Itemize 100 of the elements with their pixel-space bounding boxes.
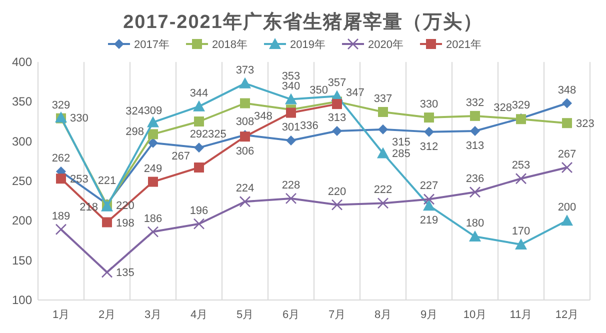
point	[148, 138, 158, 148]
data-label: 328	[494, 102, 512, 114]
point	[378, 124, 388, 134]
point	[378, 106, 388, 117]
point	[102, 217, 112, 228]
data-label: 292	[190, 128, 208, 141]
point	[377, 198, 389, 209]
data-label: 228	[282, 179, 300, 192]
data-label: 353	[282, 70, 300, 82]
data-label: 315	[392, 136, 410, 148]
y-tick-label: 250	[12, 174, 32, 188]
data-label: 189	[52, 210, 70, 222]
point	[193, 218, 205, 230]
legend-label: 2017年	[134, 39, 170, 51]
point	[562, 118, 572, 128]
point	[147, 116, 159, 128]
legend-label: 2020年	[368, 39, 404, 51]
point	[147, 226, 159, 238]
data-label: 325	[208, 128, 226, 140]
point	[194, 142, 204, 153]
point	[194, 116, 204, 126]
point	[332, 126, 342, 136]
y-tick-label: 100	[12, 293, 32, 307]
point	[331, 199, 343, 210]
data-label: 308	[236, 116, 254, 128]
x-tick-label: 8月	[374, 309, 392, 321]
data-label: 219	[420, 214, 438, 227]
point	[101, 266, 113, 278]
data-label: 309	[144, 105, 162, 118]
data-label: 313	[328, 112, 346, 124]
legend-label: 2019年	[290, 39, 326, 51]
point	[193, 100, 205, 112]
data-label: 227	[420, 180, 438, 192]
data-label: 337	[374, 92, 392, 105]
x-tick-label: 5月	[236, 309, 254, 321]
data-label: 340	[282, 80, 300, 93]
y-tick-label: 350	[12, 94, 32, 109]
data-label: 323	[576, 118, 594, 130]
point	[239, 196, 251, 208]
data-label: 221	[98, 175, 116, 187]
point	[56, 174, 66, 184]
x-tick-label: 2月	[98, 309, 116, 321]
point	[470, 126, 480, 136]
data-label: 249	[144, 162, 162, 175]
data-label: 220	[328, 186, 346, 198]
y-tick-label: 400	[12, 55, 32, 69]
point	[423, 200, 435, 211]
data-label: 301	[282, 122, 300, 134]
data-label: 336	[300, 120, 318, 132]
point	[469, 186, 481, 198]
data-label: 348	[254, 110, 272, 122]
x-tick-label: 6月	[282, 309, 300, 321]
point	[515, 172, 527, 184]
data-label: 330	[420, 98, 438, 111]
data-label: 135	[116, 267, 134, 280]
data-label: 373	[236, 64, 254, 76]
point	[377, 147, 389, 158]
data-label: 262	[52, 152, 70, 164]
data-label: 347	[346, 87, 364, 100]
point	[194, 162, 204, 173]
point	[562, 98, 572, 108]
data-label: 348	[558, 84, 576, 96]
point	[148, 129, 158, 140]
data-label: 344	[190, 87, 208, 100]
data-label: 357	[328, 77, 346, 90]
point	[424, 126, 434, 137]
y-tick-label: 300	[12, 134, 32, 148]
y-tick-label: 200	[12, 214, 32, 228]
legend-label: 2018年	[212, 39, 248, 51]
legend-label: 2021年	[446, 39, 482, 51]
point	[286, 136, 296, 146]
data-label: 180	[466, 218, 484, 230]
x-tick-label: 12月	[555, 309, 579, 321]
point	[240, 98, 250, 108]
data-label: 200	[558, 202, 576, 214]
point	[285, 192, 297, 204]
data-label: 306	[236, 146, 254, 158]
point	[286, 108, 296, 118]
point	[285, 93, 297, 104]
data-label: 170	[512, 225, 530, 238]
point	[332, 99, 342, 110]
data-label: 298	[126, 126, 144, 138]
x-tick-label: 11月	[510, 309, 532, 321]
point	[469, 230, 481, 242]
x-tick-label: 9月	[420, 309, 438, 321]
data-label: 198	[116, 217, 134, 230]
point	[239, 77, 251, 88]
data-label: 186	[144, 212, 162, 225]
chart-title: 2017-2021年广东省生猪屠宰量（万头）	[123, 11, 483, 33]
point	[561, 162, 573, 174]
data-label: 267	[558, 148, 576, 161]
data-label: 236	[466, 173, 484, 186]
point	[424, 112, 434, 123]
data-label: 332	[466, 96, 484, 109]
point	[515, 238, 527, 250]
point	[148, 176, 158, 187]
point	[561, 214, 573, 226]
x-tick-label: 1月	[52, 309, 70, 321]
data-label: 253	[512, 160, 530, 172]
data-label: 350	[310, 84, 328, 97]
